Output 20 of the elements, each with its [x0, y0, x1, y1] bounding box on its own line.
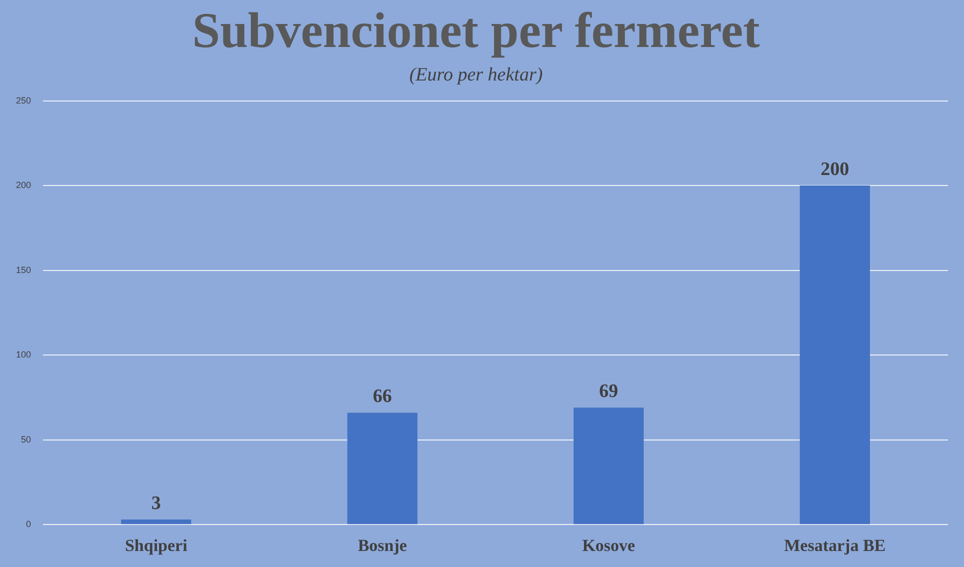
- x-tick-label: Mesatarja BE: [784, 536, 886, 556]
- y-tick-label: 50: [21, 434, 32, 444]
- y-tick-label: 0: [26, 519, 32, 530]
- data-label: 69: [599, 381, 618, 402]
- y-tick-label: 250: [16, 95, 32, 106]
- data-label: 200: [820, 158, 850, 180]
- x-tick-label: Bosnje: [358, 536, 408, 556]
- x-tick-label: Kosove: [582, 536, 636, 556]
- bar: [347, 412, 418, 524]
- bar: [121, 520, 192, 524]
- y-tick-label: 150: [16, 264, 32, 275]
- x-tick-label: Shqiperi: [124, 536, 188, 556]
- chart-title: Subvencionet per fermeret: [192, 2, 760, 58]
- y-tick-label: 100: [16, 350, 32, 360]
- data-label: 3: [151, 492, 161, 514]
- bar: [574, 408, 644, 524]
- data-label: 66: [372, 386, 392, 408]
- y-tick-label: 200: [16, 180, 32, 190]
- bar: [800, 186, 870, 524]
- chart-subtitle: (Euro per hektar): [409, 64, 543, 86]
